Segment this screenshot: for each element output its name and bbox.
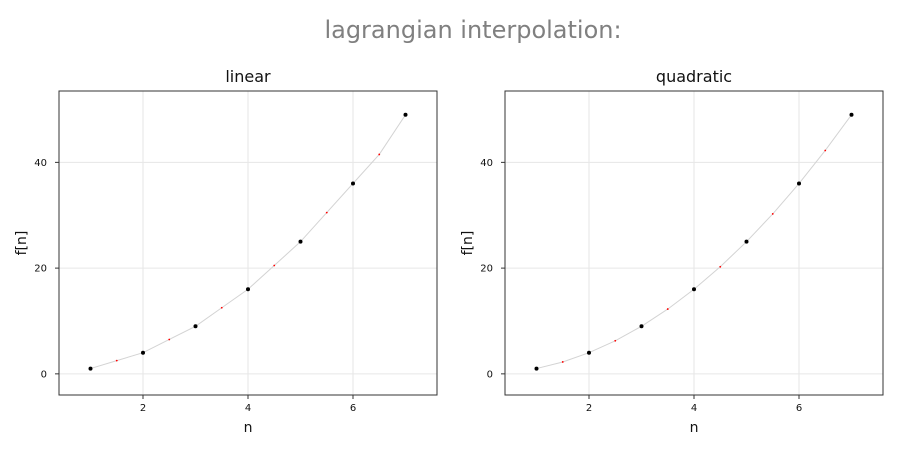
- x-axis-label: n: [244, 420, 253, 436]
- interpolated-point: [115, 359, 118, 362]
- x-tick-label: 4: [691, 403, 697, 414]
- panel-quadratic: 2 4 6 0 20 40 quadratic n f[n]: [460, 67, 884, 436]
- y-tick-label: 40: [480, 158, 493, 169]
- panel-title: quadratic: [656, 67, 732, 86]
- sample-point: [351, 181, 355, 186]
- sample-point: [797, 181, 801, 186]
- interpolated-point: [220, 306, 223, 309]
- y-tick-label: 0: [487, 369, 493, 380]
- interpolated-point: [378, 153, 381, 156]
- sample-point: [403, 112, 408, 117]
- y-tick-label: 40: [34, 158, 47, 169]
- sample-point: [246, 287, 250, 292]
- interpolated-point: [168, 338, 171, 341]
- interpolated-point: [561, 361, 564, 363]
- sample-point: [534, 366, 539, 371]
- interpolated-point: [325, 211, 328, 214]
- sample-point: [849, 112, 854, 117]
- interpolated-point: [719, 265, 722, 268]
- sample-point: [88, 366, 93, 371]
- panel-linear: 2 4 6 0 20 40 linear n f[n]: [14, 67, 438, 436]
- figure-title: lagrangian interpolation:: [324, 16, 621, 44]
- interpolated-point: [771, 213, 774, 215]
- y-tick-label: 0: [41, 369, 47, 380]
- interpolated-point: [824, 149, 827, 152]
- interpolated-point: [666, 308, 669, 310]
- y-axis-label: f[n]: [14, 231, 30, 256]
- y-tick-label: 20: [480, 264, 493, 275]
- x-tick-label: 4: [245, 403, 251, 414]
- panel-title: linear: [225, 67, 271, 86]
- sample-point: [193, 324, 198, 329]
- x-tick-label: 2: [140, 403, 146, 414]
- interpolated-point: [614, 339, 617, 342]
- sample-point: [744, 239, 749, 244]
- sample-point: [639, 324, 644, 329]
- sample-point: [141, 350, 145, 355]
- y-tick-label: 20: [34, 264, 47, 275]
- sample-point: [587, 350, 591, 355]
- x-axis-label: n: [690, 420, 699, 436]
- x-tick-label: 6: [350, 403, 356, 414]
- y-axis-label: f[n]: [460, 231, 476, 256]
- x-tick-label: 6: [796, 403, 802, 414]
- sample-point: [692, 287, 696, 292]
- sample-point: [298, 239, 303, 244]
- x-tick-label: 2: [586, 403, 592, 414]
- interpolated-point: [273, 264, 276, 267]
